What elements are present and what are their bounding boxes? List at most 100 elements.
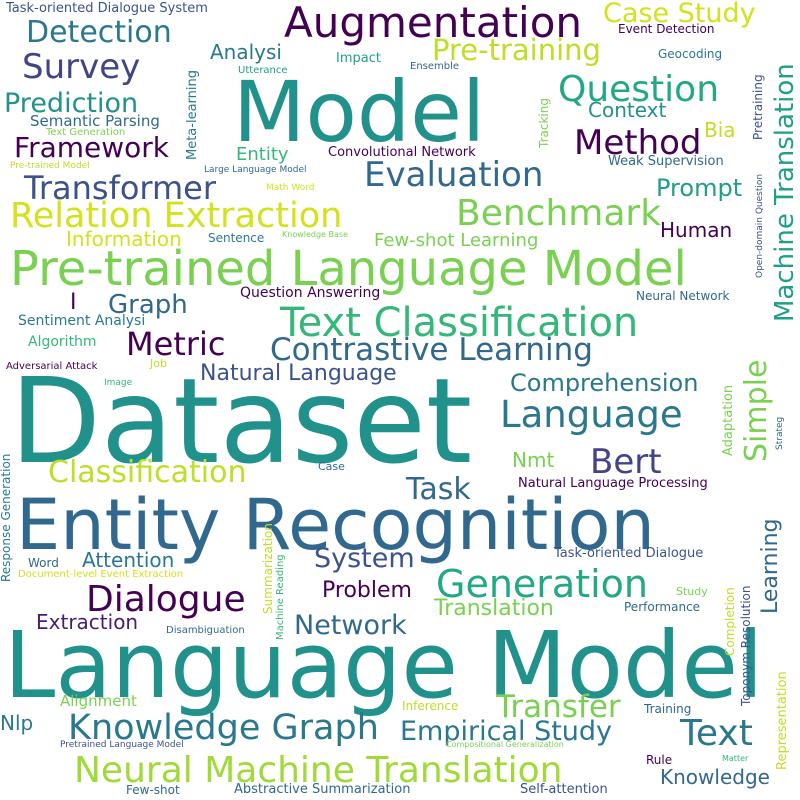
word-text-generation: Text Generation [46, 127, 126, 138]
word-analysi: Analysi [210, 40, 282, 64]
word-geocoding: Geocoding [658, 47, 723, 61]
word-learning: Learning [758, 518, 783, 614]
word-transformer: Transformer [24, 169, 217, 207]
word-case-study: Case Study [603, 0, 756, 29]
word-knowledge-graph: Knowledge Graph [68, 708, 379, 748]
word-framework: Framework [14, 131, 169, 164]
word-pretraining: Pretraining [751, 74, 765, 140]
word-augmentation: Augmentation [284, 0, 583, 47]
word-problem: Problem [322, 578, 412, 603]
word-word: Word [28, 556, 59, 570]
word-large-language-model: Large Language Model [204, 165, 307, 175]
word-convolutional-network: Convolutional Network [328, 145, 476, 160]
word-image: Image [104, 378, 133, 388]
word-pre-training: Pre-training [432, 33, 601, 67]
word-simple: Simple [739, 359, 774, 462]
word-alignment: Alignment [60, 692, 137, 710]
word-sentence: Sentence [208, 231, 265, 245]
word-inference: Inference [402, 699, 459, 713]
word-entity-recognition: Entity Recognition [16, 484, 655, 566]
word-relation-extraction: Relation Extraction [10, 196, 343, 236]
word-disambiguation: Disambiguation [166, 625, 245, 636]
word-question-answering: Question Answering [240, 285, 381, 301]
word-training: Training [644, 702, 692, 716]
word-few-shot-learning: Few-shot Learning [374, 230, 539, 251]
word-self-attention: Self-attention [520, 782, 608, 797]
word-language-model: Language Model [4, 612, 764, 719]
word-dialogue: Dialogue [86, 579, 246, 620]
word-i: I [70, 290, 77, 315]
word-machine-reading: Machine Reading [275, 554, 286, 640]
word-system: System [314, 543, 415, 574]
word-text: Text [680, 713, 753, 754]
word-task-oriented-dialogue: Task-oriented Dialogue [554, 546, 704, 561]
word-comprehension: Comprehension [510, 369, 699, 397]
word-open-domain-question: Open-domain Question [755, 173, 765, 278]
word-document-level-event-extraction: Document-level Event Extraction [18, 569, 184, 580]
word-information: Information [66, 227, 182, 251]
word-study: Study [676, 585, 708, 598]
word-metric: Metric [126, 325, 226, 363]
word-adaptation: Adaptation [721, 384, 736, 456]
word-graph: Graph [108, 290, 188, 320]
word-context: Context [588, 98, 667, 122]
word-pre-trained-model: Pre-trained Model [10, 161, 90, 171]
word-case: Case [318, 460, 345, 473]
word-utterance: Utterance [238, 65, 288, 76]
word-detection: Detection [26, 15, 172, 50]
word-network: Network [294, 610, 407, 641]
word-text-classification: Text Classification [280, 300, 639, 346]
word-extraction: Extraction [36, 610, 139, 634]
word-completion: Completion [723, 587, 737, 656]
word-prompt: Prompt [656, 174, 743, 202]
word-semantic-parsing: Semantic Parsing [30, 112, 160, 130]
word-adversarial-attack: Adversarial Attack [6, 361, 98, 372]
word-method: Method [574, 123, 702, 163]
word-prediction: Prediction [4, 88, 139, 119]
word-survey: Survey [22, 47, 141, 87]
word-compositional-generalization: Compositional Generalization [446, 740, 564, 749]
word-matter: Matter [722, 754, 749, 763]
word-bert: Bert [590, 442, 662, 482]
word-representation: Representation [775, 671, 790, 770]
word-pre-trained-language-model: Pre-trained Language Model [10, 241, 687, 297]
word-math-word: Math Word [266, 183, 315, 193]
word-entity: Entity [236, 144, 289, 165]
word-strateg: Strateg [775, 416, 785, 450]
word-nmt: Nmt [512, 448, 555, 472]
word-rule: Rule [646, 753, 673, 767]
word-knowledge: Knowledge [660, 765, 770, 789]
word-neural-machine-translation: Neural Machine Translation [74, 750, 563, 791]
word-machine-translation: Machine Translation [770, 63, 800, 322]
word-classification: Classification [48, 455, 247, 490]
word-sentiment-analysi: Sentiment Analysi [18, 313, 146, 329]
word-pretrained-language-model: Pretrained Language Model [60, 740, 184, 750]
word-evaluation: Evaluation [364, 155, 544, 195]
word-neural-network: Neural Network [636, 289, 730, 303]
word-response-generation: Response Generation [0, 453, 13, 582]
word-job: Job [150, 357, 167, 370]
word-bia: Bia [704, 118, 736, 142]
word-nlp: Nlp [0, 711, 34, 735]
word-summarization: Summarization [261, 523, 275, 614]
word-task: Task [406, 472, 471, 507]
word-dataset: Dataset [10, 352, 473, 490]
word-performance: Performance [624, 600, 701, 614]
word-task-oriented-dialogue-system: Task-oriented Dialogue System [6, 1, 208, 16]
word-ensemble: Ensemble [410, 61, 460, 72]
word-language: Language [500, 393, 683, 436]
word-human: Human [660, 218, 733, 242]
word-event-detection: Event Detection [618, 22, 715, 36]
word-question: Question [558, 69, 720, 110]
word-tracking: Tracking [537, 98, 551, 148]
word-meta-learning: Meta-learning [185, 69, 200, 160]
word-impact: Impact [336, 51, 381, 66]
word-attention: Attention [82, 548, 175, 572]
word-natural-language: Natural Language [200, 361, 397, 386]
word-algorithm: Algorithm [28, 334, 97, 350]
word-transfer: Transfer [496, 689, 621, 725]
word-abstractive-summarization: Abstractive Summarization [234, 782, 411, 797]
word-toponym-resolution: Toponym Resolution [739, 585, 753, 706]
word-natural-language-processing: Natural Language Processing [518, 476, 708, 491]
